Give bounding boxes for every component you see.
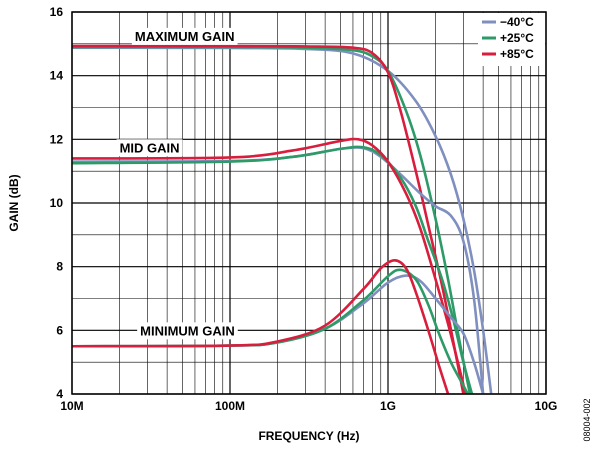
- y-axis-label: GAIN (dB): [7, 174, 21, 231]
- series-line-mid-gain: [72, 137, 467, 394]
- series-line-minimum-gain: [72, 268, 470, 394]
- x-tick-label: 100M: [215, 399, 245, 413]
- legend: −40°C +25°C +85°C: [478, 13, 545, 66]
- legend-entry: +85°C: [482, 47, 534, 61]
- y-tick-label: 14: [50, 69, 64, 83]
- series-line-minimum-gain: [72, 259, 450, 394]
- figure-id: 08004-002: [582, 398, 592, 441]
- y-tick-label: 10: [50, 196, 64, 210]
- x-tick-label: 10M: [60, 399, 83, 413]
- series-line-maximum-gain: [72, 44, 465, 394]
- annotation-label: MID GAIN: [116, 139, 183, 157]
- annotation-background: [116, 139, 183, 157]
- y-tick-label: 8: [56, 260, 63, 274]
- annotation-text: MINIMUM GAIN: [140, 323, 235, 338]
- x-tick-label: 1G: [380, 399, 396, 413]
- legend-label: +85°C: [500, 47, 534, 61]
- x-axis-label: FREQUENCY (Hz): [258, 429, 359, 443]
- annotation-label: MINIMUM GAIN: [137, 322, 238, 340]
- plot-frame: [71, 11, 547, 395]
- y-tick-label: 16: [50, 5, 64, 19]
- legend-label: −40°C: [500, 15, 534, 29]
- legend-entry: +25°C: [482, 31, 534, 45]
- annotation-text: MAXIMUM GAIN: [135, 29, 235, 44]
- annotation-label: MAXIMUM GAIN: [131, 27, 238, 45]
- annotation-background: [131, 27, 238, 45]
- legend-entry: −40°C: [482, 15, 534, 29]
- annotations: MAXIMUM GAIN MID GAIN MINIMUM GAIN: [116, 27, 238, 340]
- tick-labels: 10M 100M 1G 10G 4 6 8 10 12 14 16: [50, 5, 558, 413]
- annotation-background: [137, 322, 238, 340]
- y-tick-label: 6: [56, 323, 63, 337]
- x-tick-label: 10G: [535, 399, 558, 413]
- legend-label: +25°C: [500, 31, 534, 45]
- curves: [72, 44, 493, 394]
- y-tick-label: 4: [56, 387, 63, 401]
- y-tick-label: 12: [50, 132, 64, 146]
- annotation-text: MID GAIN: [120, 140, 180, 155]
